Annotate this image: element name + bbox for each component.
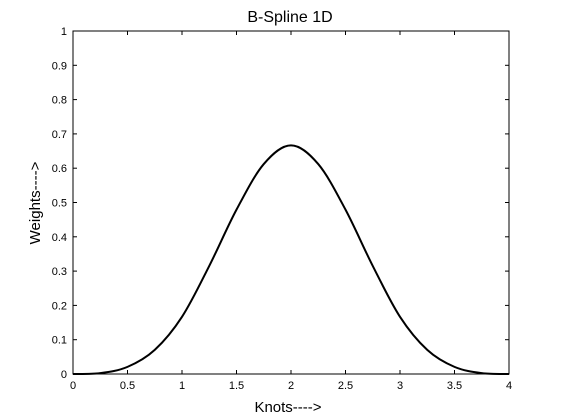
x-tick-label: 0.5 (120, 380, 135, 392)
x-tick-label: 4 (506, 380, 512, 392)
y-tick-label: 0.2 (52, 300, 67, 312)
y-tick-label: 0 (61, 369, 67, 381)
x-tick-label: 2.5 (338, 380, 353, 392)
x-tick-label: 2 (288, 380, 294, 392)
y-tick-label: 1 (61, 26, 67, 38)
y-tick-label: 0.6 (52, 163, 67, 175)
y-tick-label: 0.5 (52, 198, 67, 210)
x-tick-label: 1.5 (229, 380, 244, 392)
x-tick-label: 3.5 (447, 380, 462, 392)
y-tick-label: 0.1 (52, 335, 67, 347)
y-tick-label: 0.8 (52, 95, 67, 107)
x-tick-label: 0 (70, 380, 76, 392)
x-axis-ticks: 0 0.5 1 1.5 2 2.5 3 3.5 4 (70, 31, 512, 392)
y-axis-label: Weights----> (27, 161, 44, 244)
y-tick-label: 0.4 (52, 232, 67, 244)
y-axis-ticks: 0 0.1 0.2 0.3 0.4 0.5 0.6 0.7 0.8 0.9 1 (52, 26, 509, 381)
y-tick-label: 0.9 (52, 60, 67, 72)
y-tick-label: 0.7 (52, 129, 67, 141)
plot-area (72, 30, 510, 375)
x-axis-label: Knots----> (254, 399, 321, 416)
y-tick-label: 0.3 (52, 266, 67, 278)
series-group (72, 144, 510, 375)
series-line (72, 144, 510, 375)
x-tick-label: 1 (179, 380, 185, 392)
x-tick-label: 3 (397, 380, 403, 392)
chart-title: B-Spline 1D (247, 9, 332, 26)
